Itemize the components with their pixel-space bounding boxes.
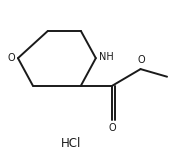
Text: HCl: HCl: [61, 137, 81, 150]
Text: O: O: [7, 53, 15, 63]
Text: NH: NH: [99, 52, 114, 62]
Text: O: O: [137, 55, 145, 65]
Text: O: O: [109, 123, 116, 133]
